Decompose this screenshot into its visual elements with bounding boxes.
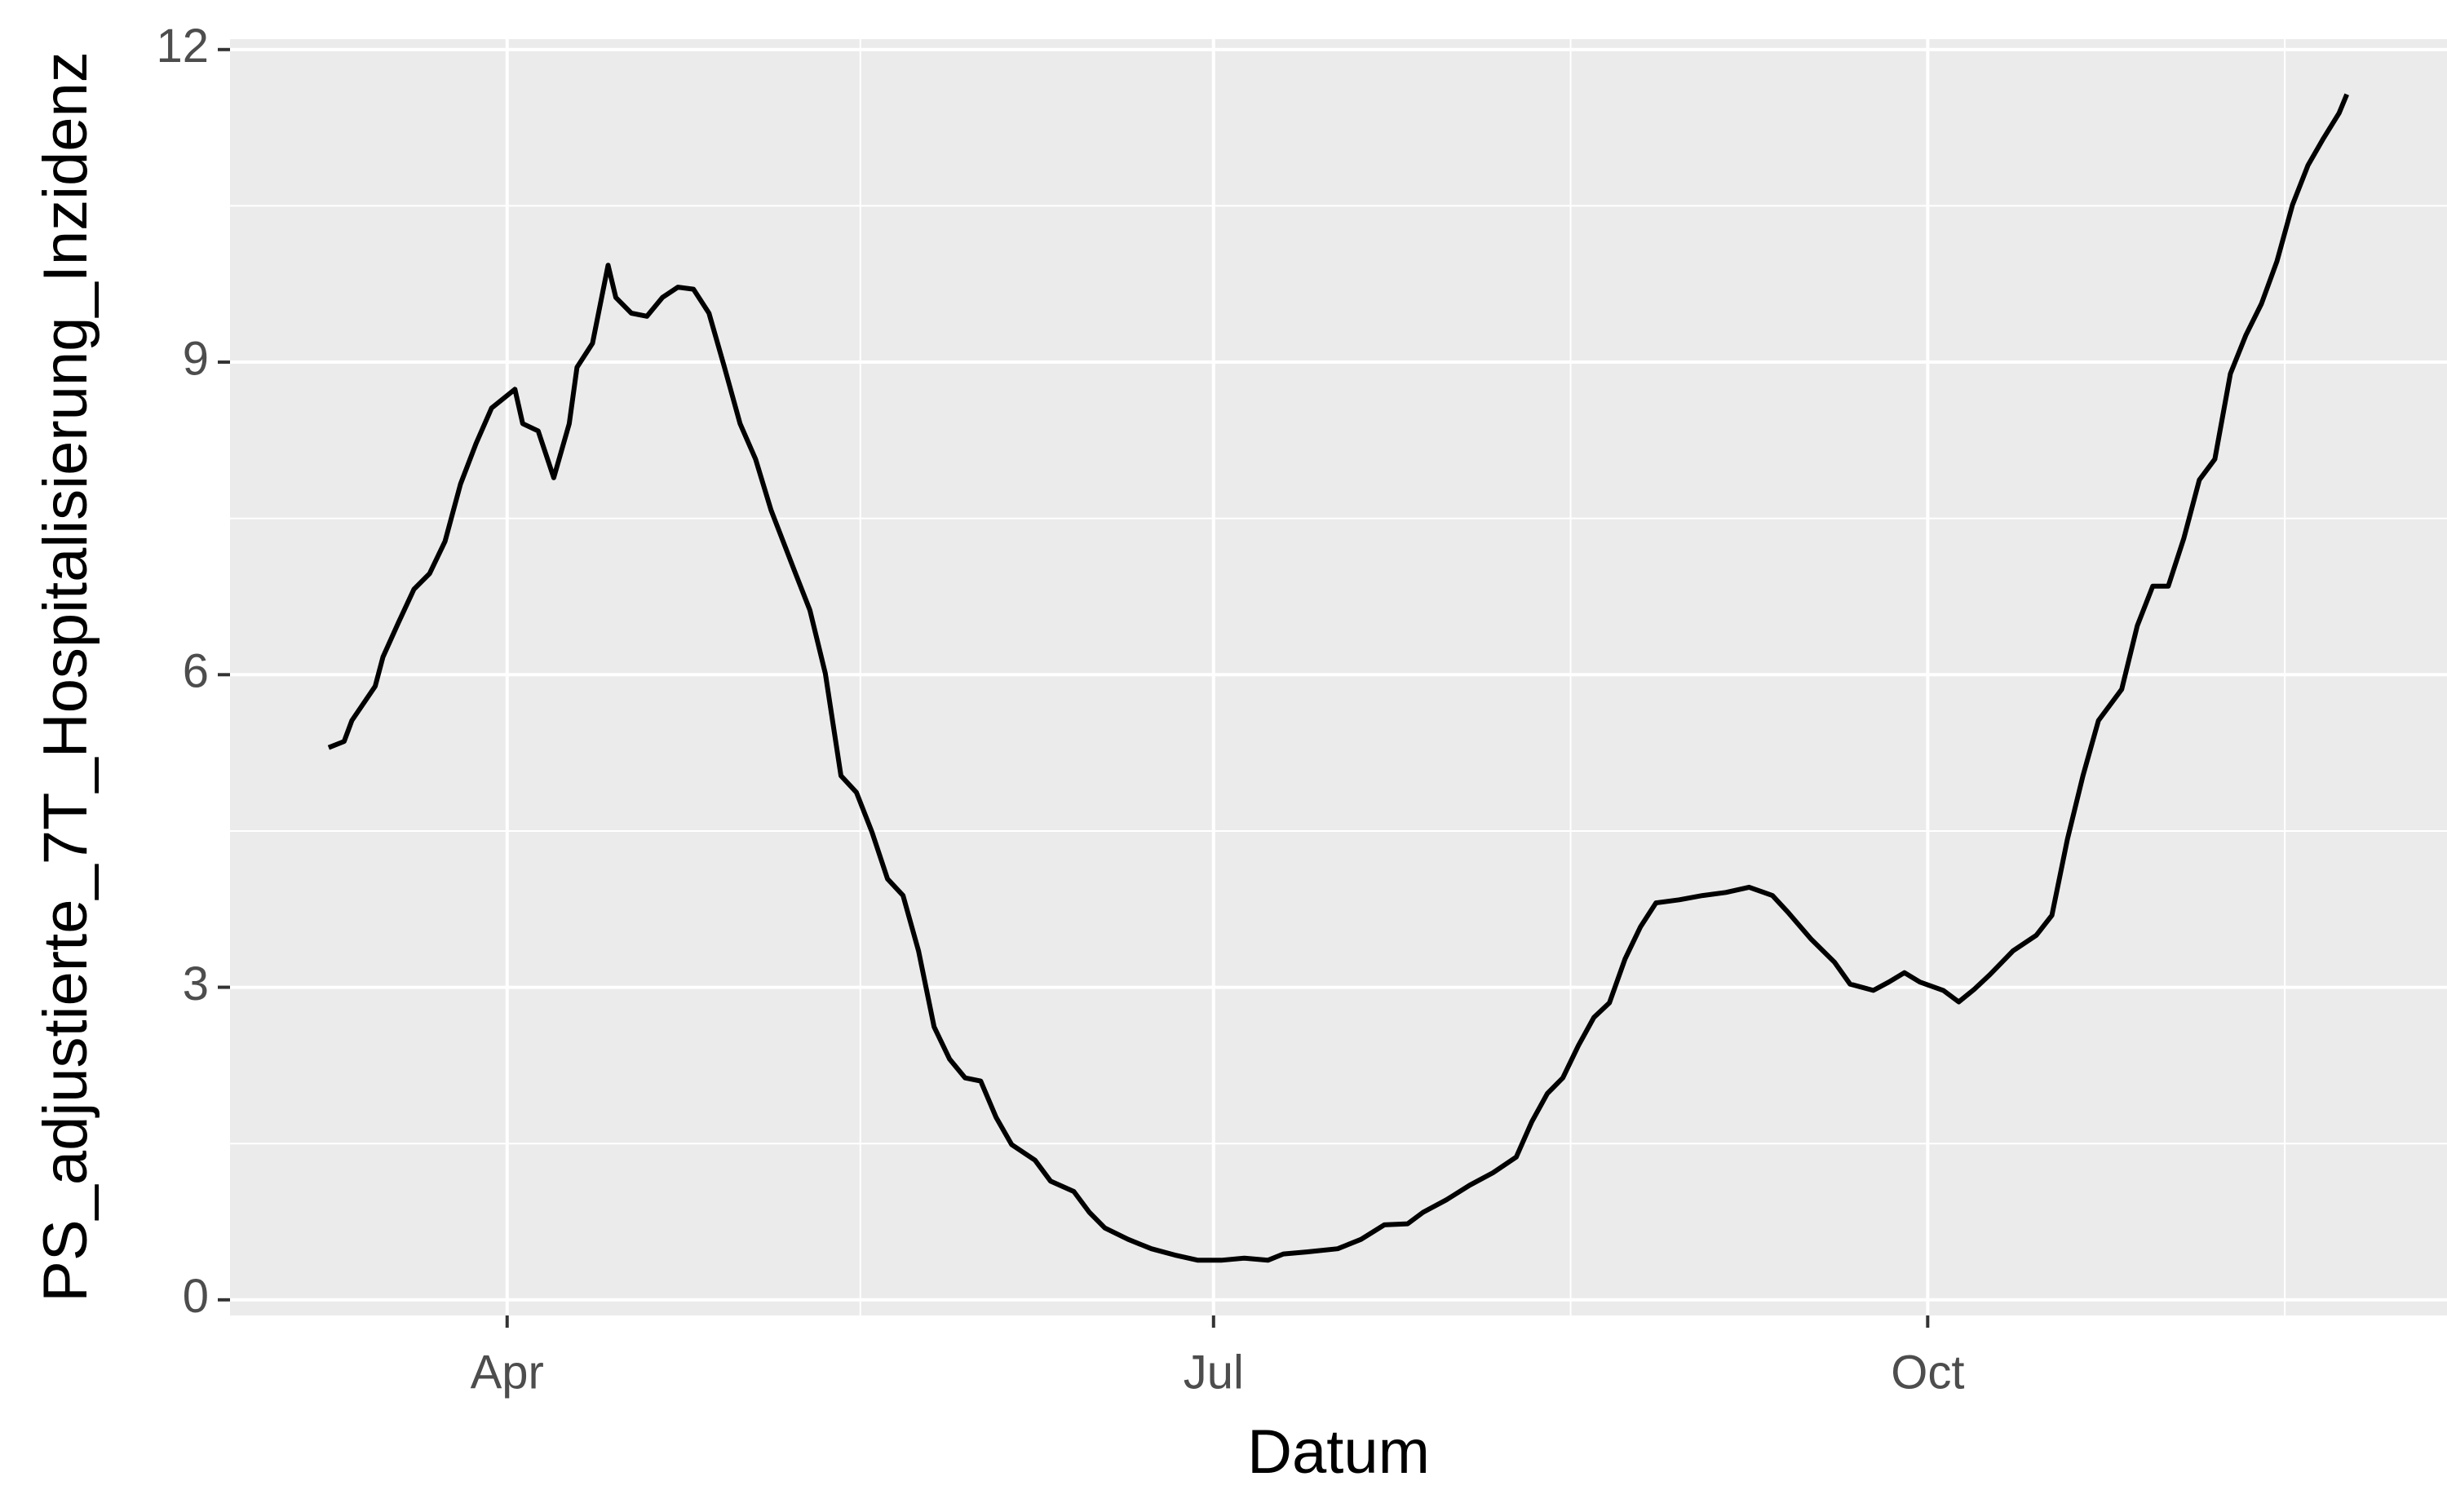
- y-tick-label: 12: [156, 20, 209, 73]
- y-tick-label: 0: [183, 1270, 209, 1323]
- data-line: [327, 93, 2349, 1263]
- x-axis-title: Datum: [1247, 1417, 1430, 1487]
- x-tick-label: Apr: [471, 1346, 544, 1399]
- x-tick-label: Oct: [1891, 1346, 1964, 1399]
- panel: [230, 39, 2447, 1315]
- y-tick-label: 3: [183, 957, 209, 1010]
- y-tick-label: 6: [183, 645, 209, 698]
- y-axis-title: PS_adjustierte_7T_Hospitalisierung_Inzid…: [31, 51, 100, 1302]
- y-tick-label: 9: [183, 332, 209, 385]
- x-tick-label: Jul: [1184, 1346, 1244, 1399]
